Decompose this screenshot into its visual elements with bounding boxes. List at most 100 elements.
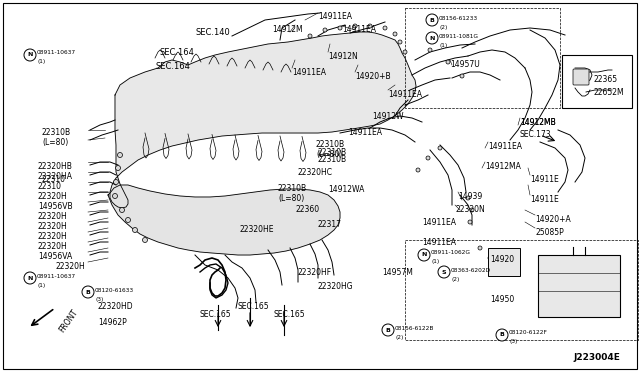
Text: SEC.164: SEC.164: [155, 62, 190, 71]
Bar: [562, 55, 632, 108]
Text: 08911-10637: 08911-10637: [37, 51, 76, 55]
Circle shape: [132, 228, 138, 232]
Text: (2): (2): [439, 25, 447, 29]
Circle shape: [496, 329, 508, 341]
Circle shape: [382, 324, 394, 336]
Text: J223004E: J223004E: [573, 353, 620, 362]
Text: (1): (1): [431, 260, 439, 264]
Text: 14911EA: 14911EA: [292, 68, 326, 77]
Text: 14911E: 14911E: [530, 175, 559, 184]
Text: 14957U: 14957U: [450, 60, 480, 69]
Circle shape: [323, 28, 327, 32]
Circle shape: [113, 180, 118, 185]
Text: S: S: [442, 269, 446, 275]
Text: 22310B: 22310B: [318, 155, 347, 164]
Text: 14920+B: 14920+B: [355, 72, 390, 81]
Text: 14912M: 14912M: [272, 25, 303, 34]
Text: 08911-10637: 08911-10637: [37, 273, 76, 279]
Polygon shape: [110, 32, 416, 208]
Text: 14912WA: 14912WA: [328, 185, 364, 194]
Circle shape: [403, 50, 407, 54]
Text: 08156-6122B: 08156-6122B: [395, 326, 435, 330]
Text: SEC.140: SEC.140: [195, 28, 230, 37]
Text: 14911EA: 14911EA: [422, 218, 456, 227]
Circle shape: [82, 286, 94, 298]
Circle shape: [470, 208, 474, 212]
Text: (1): (1): [439, 42, 447, 48]
Circle shape: [426, 32, 438, 44]
Text: (L=80): (L=80): [42, 138, 68, 147]
Circle shape: [428, 48, 432, 52]
Text: 22320HG: 22320HG: [318, 282, 354, 291]
Text: 22320HF: 22320HF: [298, 268, 332, 277]
Text: 14956VB: 14956VB: [38, 202, 72, 211]
Text: (L=80): (L=80): [278, 194, 304, 203]
Circle shape: [426, 156, 430, 160]
Text: 22360: 22360: [295, 205, 319, 214]
Text: SEC.165: SEC.165: [274, 310, 306, 319]
Circle shape: [438, 146, 442, 150]
Circle shape: [466, 196, 470, 200]
Circle shape: [426, 14, 438, 26]
Circle shape: [308, 34, 312, 38]
Bar: [538, 255, 620, 317]
Circle shape: [446, 60, 450, 64]
Text: 22320HB: 22320HB: [38, 162, 73, 171]
Text: FRONT: FRONT: [58, 308, 80, 334]
Text: N: N: [421, 253, 427, 257]
Text: 14911EA: 14911EA: [422, 238, 456, 247]
Text: 22320HA: 22320HA: [38, 172, 73, 181]
Text: 22310: 22310: [38, 182, 62, 191]
Text: N: N: [429, 35, 435, 41]
Circle shape: [143, 237, 147, 243]
Text: (2): (2): [395, 334, 403, 340]
Text: 14957M: 14957M: [382, 268, 413, 277]
Text: 08120-61633: 08120-61633: [95, 288, 134, 292]
Circle shape: [353, 24, 357, 28]
FancyBboxPatch shape: [573, 69, 589, 85]
Text: 22320HE: 22320HE: [240, 225, 275, 234]
Text: 14911E: 14911E: [530, 195, 559, 204]
Circle shape: [478, 246, 482, 250]
Text: 14912MB: 14912MB: [520, 118, 556, 127]
Text: B: B: [500, 333, 504, 337]
Text: N: N: [28, 52, 33, 58]
Text: (2): (2): [451, 276, 460, 282]
Polygon shape: [108, 185, 340, 255]
Text: 14939: 14939: [458, 192, 483, 201]
Text: SEC.165: SEC.165: [238, 302, 269, 311]
Circle shape: [338, 26, 342, 30]
Circle shape: [383, 26, 387, 30]
Circle shape: [438, 266, 450, 278]
Text: 22320H: 22320H: [38, 192, 68, 201]
Text: 14920: 14920: [490, 255, 514, 264]
Text: 25085P: 25085P: [535, 228, 564, 237]
Text: 14911EA: 14911EA: [488, 142, 522, 151]
Text: 22317: 22317: [318, 220, 342, 229]
Text: 14950: 14950: [490, 295, 515, 304]
Text: 08363-6202D: 08363-6202D: [451, 267, 491, 273]
Text: 08911-1081G: 08911-1081G: [439, 33, 479, 38]
Text: N: N: [28, 276, 33, 280]
Circle shape: [118, 153, 122, 157]
Text: (3): (3): [509, 340, 517, 344]
Text: 08911-1062G: 08911-1062G: [431, 250, 471, 256]
Text: SEC.173: SEC.173: [520, 130, 552, 139]
Circle shape: [125, 218, 131, 222]
Text: 14911EA: 14911EA: [388, 90, 422, 99]
Text: (L=80): (L=80): [316, 150, 342, 159]
Circle shape: [368, 24, 372, 28]
Text: (3): (3): [95, 296, 104, 301]
Circle shape: [416, 168, 420, 172]
Circle shape: [398, 40, 402, 44]
Text: 14962P: 14962P: [98, 318, 127, 327]
Circle shape: [468, 220, 472, 224]
Text: 22320H: 22320H: [38, 222, 68, 231]
Text: 14920+A: 14920+A: [535, 215, 571, 224]
Text: (1): (1): [37, 60, 45, 64]
Circle shape: [393, 32, 397, 36]
Text: 22310B: 22310B: [316, 140, 345, 149]
Text: 08120-6122F: 08120-6122F: [509, 330, 548, 336]
Text: 22320N: 22320N: [455, 205, 484, 214]
Text: 22320H: 22320H: [38, 232, 68, 241]
